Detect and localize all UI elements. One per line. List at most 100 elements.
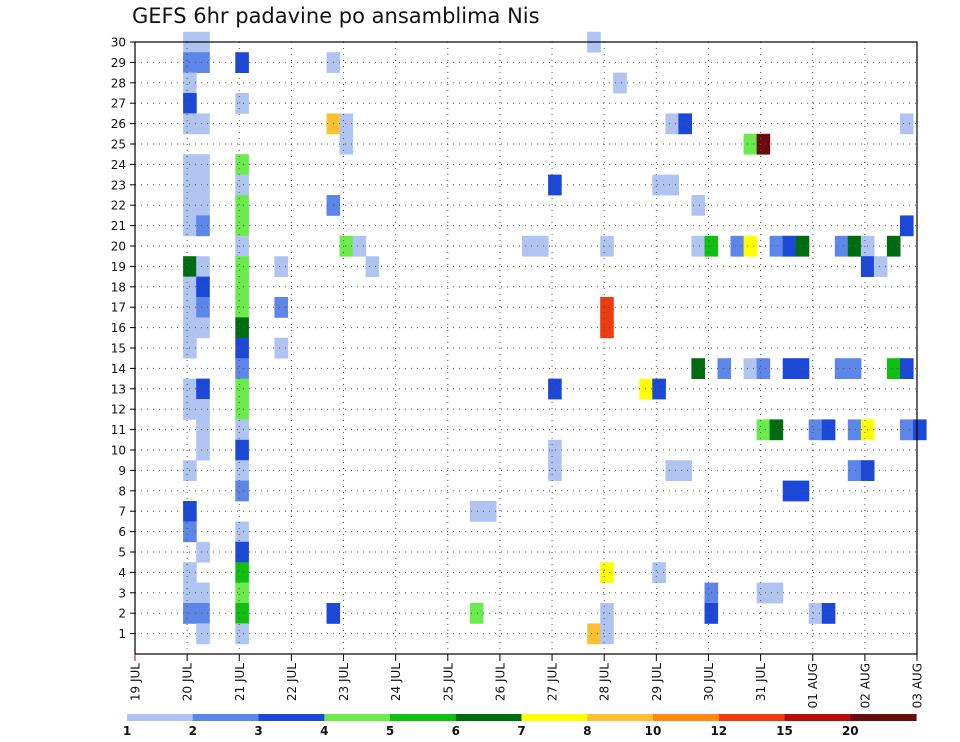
colorbar-label: 7 — [517, 724, 525, 738]
heatmap-cell — [274, 337, 288, 359]
heatmap-cell — [196, 582, 210, 604]
heatmap-cell — [196, 623, 210, 645]
grid — [135, 41, 917, 654]
y-tick-label: 15 — [111, 342, 126, 356]
x-tick-label: 01 AUG — [806, 663, 820, 708]
colorbar: 1 2 3 4 5 6 7 8 10 12 15 20 — [123, 714, 917, 738]
heatmap-cell — [235, 215, 249, 237]
colorbar-label: 12 — [710, 724, 727, 738]
heatmap-cell — [847, 419, 862, 441]
heatmap-cell — [756, 582, 771, 604]
heatmap-cell — [743, 133, 758, 155]
heatmap-cell — [639, 378, 653, 400]
heatmap-cell — [900, 419, 914, 441]
heatmap-cell — [235, 623, 249, 645]
heatmap-cell — [678, 460, 692, 481]
heatmap-cell — [691, 235, 705, 257]
colorbar-swatch — [850, 714, 917, 721]
heatmap-cell — [600, 297, 614, 318]
heatmap-cell — [717, 358, 732, 379]
heatmap-cell — [235, 52, 249, 73]
heatmap-cell — [548, 378, 562, 400]
y-tick-label: 1 — [118, 627, 126, 641]
heatmap-cell — [196, 603, 210, 624]
heatmap-cell — [196, 215, 210, 237]
x-tick-label: 19 JUL — [129, 663, 143, 701]
heatmap-cell — [535, 235, 549, 257]
heatmap-cell — [769, 419, 784, 441]
heatmap-cell — [235, 154, 249, 175]
heatmap-cell — [665, 174, 679, 196]
heatmap-cell — [652, 562, 666, 583]
heatmap-cell — [235, 93, 249, 114]
heatmap-cell — [352, 235, 367, 257]
heatmap-cell — [235, 174, 249, 196]
heatmap-cell — [886, 358, 901, 379]
heatmap-cell — [196, 52, 210, 73]
heatmap-cell — [339, 113, 354, 135]
heatmap-cell — [196, 276, 210, 298]
y-tick-label: 10 — [111, 444, 126, 458]
colorbar-swatch — [653, 714, 720, 721]
x-tick-label: 25 JUL — [441, 663, 455, 701]
heatmap-cell — [548, 439, 562, 461]
heatmap-cell — [196, 174, 210, 196]
x-tick-label: 20 JUL — [181, 663, 195, 701]
heatmap-cell — [900, 215, 914, 237]
colorbar-swatch — [192, 714, 260, 721]
colorbar-label: 8 — [583, 724, 591, 738]
heatmap-cell — [469, 501, 484, 522]
heatmap-cell — [522, 235, 536, 257]
y-tick-label: 11 — [111, 423, 126, 437]
heatmap-cell — [235, 419, 249, 441]
heatmap-cell — [847, 358, 862, 379]
heatmap-cell — [196, 317, 210, 339]
heatmap-cell — [756, 358, 771, 379]
heatmap-cell — [235, 276, 249, 298]
y-tick-label: 30 — [111, 36, 126, 50]
heatmap-cell — [235, 582, 249, 604]
heatmap-cell — [339, 133, 354, 155]
y-tick-label: 26 — [111, 117, 126, 131]
heatmap-cell — [691, 358, 705, 379]
heatmap-cell — [678, 113, 692, 135]
heatmap-cell — [665, 113, 679, 135]
y-tick-label: 16 — [111, 321, 126, 335]
colorbar-label: 6 — [452, 724, 460, 738]
heatmap-cell — [756, 133, 771, 155]
heatmap-cell — [196, 256, 210, 277]
x-tick-label: 24 JUL — [389, 663, 403, 701]
y-tick-label: 14 — [111, 362, 126, 376]
y-tick-label: 24 — [111, 158, 126, 172]
x-tick-label: 30 JUL — [702, 663, 716, 701]
colorbar-swatch — [718, 714, 786, 721]
y-tick-label: 3 — [118, 586, 126, 600]
heatmap-cell — [235, 297, 249, 318]
y-tick-label: 17 — [111, 301, 126, 315]
heatmap-cell — [600, 603, 614, 624]
colorbar-label: 20 — [842, 724, 859, 738]
heatmap-cell — [196, 378, 210, 400]
colorbar-swatch — [258, 714, 325, 721]
colorbar-swatch — [127, 714, 194, 721]
heatmap-cell — [600, 235, 614, 257]
heatmap-cell — [235, 521, 249, 543]
heatmap-cell — [196, 399, 210, 420]
y-tick-label: 27 — [111, 97, 126, 111]
heatmap-cell — [235, 317, 249, 339]
heatmap-cell — [196, 113, 210, 135]
y-tick-label: 21 — [111, 219, 126, 233]
heatmap-cell — [834, 358, 849, 379]
heatmap-cells — [183, 31, 927, 645]
heatmap-cell — [196, 439, 210, 461]
heatmap-cell — [743, 358, 758, 379]
heatmap-cell — [795, 358, 810, 379]
heatmap-cell — [821, 419, 836, 441]
heatmap-cell — [274, 297, 288, 318]
x-tick-label: 23 JUL — [337, 663, 351, 701]
x-tick-label: 29 JUL — [650, 663, 664, 701]
chart-title: GEFS 6hr padavine po ansamblima Nis — [132, 4, 540, 28]
colorbar-label: 15 — [776, 724, 793, 738]
heatmap-cell — [196, 541, 210, 563]
heatmap-cell — [469, 603, 484, 624]
